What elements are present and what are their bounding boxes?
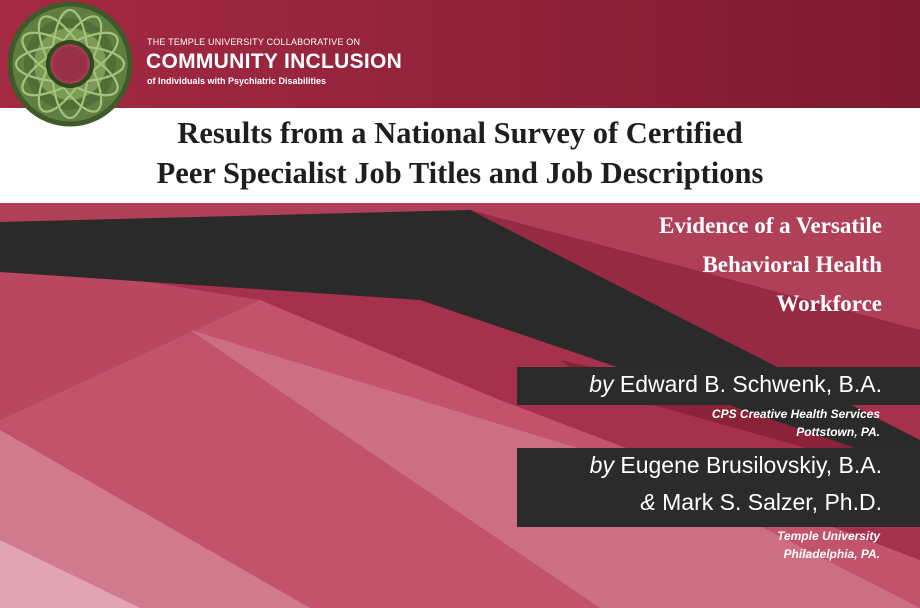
bg-facet-right xyxy=(470,210,920,400)
author-band-1 xyxy=(517,367,920,405)
author-3-name: Mark S. Salzer, Ph.D. xyxy=(662,489,882,515)
author-2: by Eugene Brusilovskiy, B.A. xyxy=(590,452,882,479)
author-2-prefix: by xyxy=(589,452,614,478)
bg-facet-corner xyxy=(0,540,140,608)
subtitle-line1: Evidence of a Versatile xyxy=(659,213,882,238)
slide-title-line2: Peer Specialist Job Titles and Job Descr… xyxy=(156,156,764,190)
org-name-line2: COMMUNITY INCLUSION xyxy=(146,50,403,73)
subtitle-line2: Behavioral Health xyxy=(702,252,882,277)
subtitle-line3: Workforce xyxy=(776,291,882,316)
title-band xyxy=(0,108,920,203)
author-1-affiliation-line1: CPS Creative Health Services xyxy=(711,407,880,421)
author-3-prefix: & xyxy=(640,489,656,515)
org-name-line1: THE TEMPLE UNIVERSITY COLLABORATIVE ON xyxy=(147,37,361,47)
author-2-name: Eugene Brusilovskiy, B.A. xyxy=(620,452,882,478)
bg-facet-top xyxy=(0,203,920,330)
author-1-name: Edward B. Schwenk, B.A. xyxy=(619,371,882,397)
author-1-affiliation-line2: Pottstown, PA. xyxy=(796,425,880,439)
author-3: & Mark S. Salzer, Ph.D. xyxy=(640,489,882,516)
bg-facet-left xyxy=(0,258,260,420)
bg-facet-light xyxy=(0,430,310,608)
author-1-prefix: by xyxy=(589,371,614,397)
author-band-2 xyxy=(517,448,920,527)
dark-diagonal-stripe xyxy=(0,210,920,470)
author-1: by Edward B. Schwenk, B.A. xyxy=(589,371,882,398)
green-wreath-logo xyxy=(7,1,133,127)
header-band xyxy=(0,0,920,108)
author-2-affiliation-line2: Philadelphia, PA. xyxy=(783,547,880,561)
slide-title-line1: Results from a National Survey of Certif… xyxy=(177,116,743,150)
org-name-line3: of Individuals with Psychiatric Disabili… xyxy=(147,76,327,86)
author-2-affiliation-line1: Temple University xyxy=(777,529,880,543)
